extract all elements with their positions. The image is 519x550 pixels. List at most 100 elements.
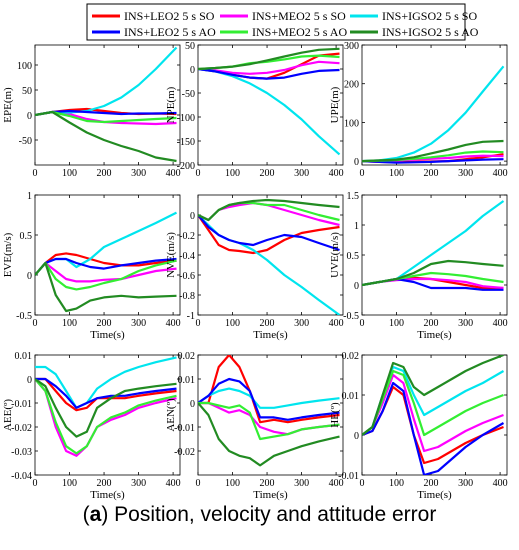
y-tick-label: 0.5 bbox=[347, 251, 360, 262]
x-tick-label: 300 bbox=[458, 478, 473, 489]
x-tick-label: 300 bbox=[294, 318, 309, 329]
series-group bbox=[35, 356, 177, 457]
y-tick-label: 0.02 bbox=[178, 351, 196, 362]
x-tick-label: 100 bbox=[225, 168, 240, 179]
y-tick-label: 0 bbox=[190, 399, 195, 410]
axes-box bbox=[361, 354, 508, 476]
y-tick-label: 0 bbox=[354, 157, 359, 168]
x-tick-label: 300 bbox=[458, 318, 473, 329]
x-tick-label: 100 bbox=[389, 168, 404, 179]
series-line bbox=[362, 373, 504, 453]
series-line bbox=[35, 257, 177, 276]
series-line bbox=[35, 356, 177, 409]
x-tick-label: 0 bbox=[360, 318, 365, 329]
series-line bbox=[198, 198, 340, 222]
series-group bbox=[198, 47, 341, 156]
x-tick-label: 0 bbox=[33, 168, 38, 179]
y-tick-label: -0.6 bbox=[179, 271, 195, 282]
series-line bbox=[35, 377, 177, 412]
y-tick-label: 100 bbox=[344, 118, 359, 129]
x-tick-label: 0 bbox=[33, 478, 38, 489]
y-tick-label: 0 bbox=[27, 271, 32, 282]
subplot-3: 0 100 200 300 0 100 200 300 400 UPE(m) bbox=[329, 41, 508, 179]
y-axis-label: HE(º) bbox=[329, 402, 341, 428]
series-line bbox=[35, 109, 177, 117]
y-axis-label: NPE(m) bbox=[165, 86, 177, 123]
x-tick-label: 400 bbox=[329, 168, 344, 179]
legend-label: INS+LEO2 5 s AO bbox=[124, 25, 216, 39]
y-tick-label: 0 bbox=[27, 375, 32, 386]
x-tick-label: 0 bbox=[196, 168, 201, 179]
y-tick-label: 0.5 bbox=[20, 231, 33, 242]
axes-box bbox=[34, 354, 181, 476]
y-axis-label: EVE(m/s) bbox=[2, 232, 14, 277]
y-tick-label: 0 bbox=[190, 65, 195, 76]
series-line bbox=[35, 261, 177, 313]
y-tick-label: 1 bbox=[354, 221, 359, 232]
y-tick-label: -0.01 bbox=[338, 471, 359, 482]
x-tick-label: 300 bbox=[294, 478, 309, 489]
figure-caption: (a) Position, velocity and attitude erro… bbox=[0, 503, 519, 527]
x-tick-label: 300 bbox=[131, 168, 146, 179]
y-tick-label: 0 bbox=[354, 431, 359, 442]
x-tick-label: 0 bbox=[33, 318, 38, 329]
series-group bbox=[362, 65, 505, 164]
x-tick-label: 0 bbox=[360, 168, 365, 179]
y-tick-label: 1 bbox=[27, 191, 32, 202]
legend: INS+LEO2 5 s SO INS+MEO2 5 s SO INS+IGSO2 … bbox=[86, 3, 479, 41]
y-tick-label: -0.2 bbox=[179, 231, 195, 242]
x-tick-label: 400 bbox=[329, 318, 344, 329]
series-group bbox=[35, 46, 178, 163]
y-tick-label: 0.01 bbox=[15, 351, 33, 362]
legend-label: INS+MEO2 5 s SO bbox=[252, 9, 346, 23]
x-tick-label: 0 bbox=[196, 478, 201, 489]
series-group bbox=[35, 211, 177, 313]
caption-open-paren: ( bbox=[82, 503, 90, 526]
x-tick-label: 200 bbox=[97, 478, 112, 489]
y-tick-label: 300 bbox=[344, 41, 359, 52]
y-tick-label: 50 bbox=[22, 86, 32, 97]
x-tick-label: 400 bbox=[166, 318, 181, 329]
y-tick-label: 0 bbox=[27, 111, 32, 122]
x-tick-label: 200 bbox=[260, 478, 275, 489]
x-axis-label: Time(s) bbox=[90, 329, 125, 341]
y-axis-label: NVE(m/s) bbox=[165, 232, 177, 278]
y-tick-label: -200 bbox=[177, 161, 195, 172]
y-tick-label: -0.4 bbox=[179, 251, 195, 262]
x-tick-label: 400 bbox=[166, 478, 181, 489]
y-axis-label: AEN(º) bbox=[165, 398, 177, 432]
axes-box bbox=[197, 44, 344, 166]
y-tick-label: -0.01 bbox=[174, 423, 195, 434]
series-group bbox=[362, 355, 505, 475]
y-tick-label: 0 bbox=[190, 211, 195, 222]
x-tick-label: 100 bbox=[225, 318, 240, 329]
series-line bbox=[198, 60, 340, 75]
y-axis-label: UPE(m) bbox=[329, 86, 341, 123]
series-line bbox=[362, 158, 504, 164]
x-tick-label: 100 bbox=[389, 318, 404, 329]
series-group bbox=[362, 200, 505, 291]
x-tick-label: 100 bbox=[389, 478, 404, 489]
x-tick-label: 200 bbox=[97, 168, 112, 179]
y-tick-label: 200 bbox=[344, 80, 359, 91]
axes-box bbox=[361, 44, 508, 166]
series-group bbox=[198, 355, 340, 467]
x-tick-label: 100 bbox=[62, 478, 77, 489]
series-line bbox=[362, 259, 504, 287]
subplot-7: -0.04 -0.03 -0.02 -0.01 0 0.01 0 100 200 300 400 Ti… bbox=[2, 351, 181, 501]
series-line bbox=[35, 261, 177, 283]
series-line bbox=[35, 110, 177, 124]
x-tick-label: 200 bbox=[424, 318, 439, 329]
y-tick-label: -0.5 bbox=[343, 311, 359, 322]
subplot-1: -50 0 50 100 0 100 200 300 400 EPE(m) bbox=[2, 44, 181, 179]
caption-text: Position, velocity and attitude error bbox=[108, 503, 437, 526]
series-line bbox=[35, 378, 177, 455]
y-tick-label: -0.8 bbox=[179, 291, 195, 302]
x-tick-label: 200 bbox=[424, 168, 439, 179]
series-line bbox=[198, 214, 340, 255]
x-axis-label: Time(s) bbox=[417, 489, 452, 501]
x-tick-label: 400 bbox=[493, 478, 508, 489]
